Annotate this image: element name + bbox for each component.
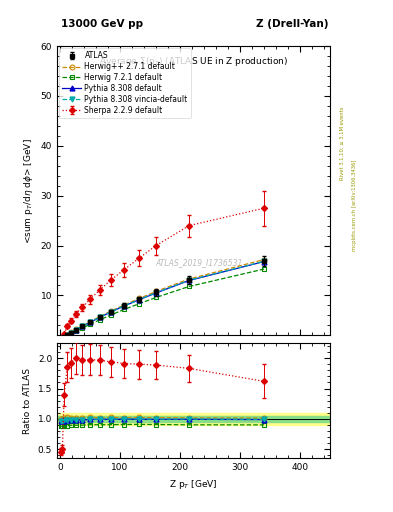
Herwig++ 2.7.1 default bbox=[154, 288, 158, 294]
Herwig 7.2.1 default bbox=[73, 328, 78, 334]
Herwig 7.2.1 default bbox=[137, 301, 141, 307]
Herwig 7.2.1 default bbox=[154, 294, 158, 301]
Y-axis label: <sum p$_T$/d$\eta$ d$\phi$> [GeV]: <sum p$_T$/d$\eta$ d$\phi$> [GeV] bbox=[22, 138, 35, 244]
Herwig++ 2.7.1 default bbox=[73, 326, 78, 332]
Pythia 8.308 default bbox=[137, 296, 141, 303]
Herwig++ 2.7.1 default bbox=[262, 257, 266, 263]
Pythia 8.308 vincia-default bbox=[60, 336, 65, 342]
Pythia 8.308 default bbox=[97, 314, 102, 321]
Legend: ATLAS, Herwig++ 2.7.1 default, Herwig 7.2.1 default, Pythia 8.308 default, Pythi: ATLAS, Herwig++ 2.7.1 default, Herwig 7.… bbox=[59, 48, 191, 118]
Pythia 8.308 vincia-default bbox=[59, 337, 64, 344]
Line: Pythia 8.308 default: Pythia 8.308 default bbox=[59, 259, 266, 343]
Pythia 8.308 vincia-default bbox=[154, 290, 158, 296]
Herwig 7.2.1 default bbox=[65, 333, 70, 339]
Pythia 8.308 default bbox=[62, 334, 66, 340]
Herwig++ 2.7.1 default bbox=[59, 337, 64, 343]
X-axis label: Z p$_T$ [GeV]: Z p$_T$ [GeV] bbox=[169, 478, 218, 490]
Herwig++ 2.7.1 default bbox=[80, 323, 84, 329]
Pythia 8.308 default bbox=[108, 309, 113, 315]
Text: ATLAS_2019_I1736531: ATLAS_2019_I1736531 bbox=[155, 259, 243, 268]
Herwig++ 2.7.1 default bbox=[97, 313, 102, 319]
Pythia 8.308 default bbox=[88, 319, 92, 326]
Herwig 7.2.1 default bbox=[59, 338, 64, 344]
Line: Herwig++ 2.7.1 default: Herwig++ 2.7.1 default bbox=[59, 257, 266, 343]
Pythia 8.308 default bbox=[60, 336, 65, 342]
Herwig 7.2.1 default bbox=[60, 336, 65, 343]
Pythia 8.308 default bbox=[68, 330, 73, 336]
Text: 13000 GeV pp: 13000 GeV pp bbox=[61, 19, 143, 29]
Herwig++ 2.7.1 default bbox=[108, 308, 113, 314]
Herwig++ 2.7.1 default bbox=[187, 276, 191, 282]
Pythia 8.308 default bbox=[154, 290, 158, 296]
Herwig++ 2.7.1 default bbox=[68, 329, 73, 335]
Herwig 7.2.1 default bbox=[80, 325, 84, 331]
Text: Average $\Sigma$(p$_{T}$) (ATLAS UE in Z production): Average $\Sigma$(p$_{T}$) (ATLAS UE in Z… bbox=[99, 55, 288, 68]
Herwig++ 2.7.1 default bbox=[62, 334, 66, 340]
Pythia 8.308 default bbox=[59, 337, 64, 344]
Pythia 8.308 vincia-default bbox=[122, 303, 127, 309]
Herwig++ 2.7.1 default bbox=[137, 295, 141, 302]
Pythia 8.308 vincia-default bbox=[137, 296, 141, 303]
Pythia 8.308 vincia-default bbox=[62, 334, 66, 340]
Herwig++ 2.7.1 default bbox=[65, 332, 70, 338]
Herwig 7.2.1 default bbox=[108, 312, 113, 318]
Pythia 8.308 default bbox=[80, 324, 84, 330]
Pythia 8.308 vincia-default bbox=[68, 330, 73, 336]
Pythia 8.308 vincia-default bbox=[97, 314, 102, 321]
Pythia 8.308 default bbox=[73, 327, 78, 333]
Pythia 8.308 vincia-default bbox=[187, 277, 191, 283]
Text: mcplots.cern.ch [arXiv:1306.3436]: mcplots.cern.ch [arXiv:1306.3436] bbox=[352, 159, 357, 250]
Pythia 8.308 vincia-default bbox=[88, 319, 92, 325]
Bar bbox=[57, 413, 330, 425]
Herwig 7.2.1 default bbox=[262, 266, 266, 272]
Herwig 7.2.1 default bbox=[88, 322, 92, 328]
Herwig 7.2.1 default bbox=[62, 335, 66, 341]
Herwig 7.2.1 default bbox=[97, 317, 102, 323]
Herwig++ 2.7.1 default bbox=[122, 302, 127, 308]
Pythia 8.308 vincia-default bbox=[108, 309, 113, 315]
Line: Pythia 8.308 vincia-default: Pythia 8.308 vincia-default bbox=[59, 259, 266, 343]
Text: Z (Drell-Yan): Z (Drell-Yan) bbox=[256, 19, 328, 29]
Herwig 7.2.1 default bbox=[68, 331, 73, 337]
Herwig++ 2.7.1 default bbox=[60, 335, 65, 342]
Line: Herwig 7.2.1 default: Herwig 7.2.1 default bbox=[59, 267, 266, 343]
Pythia 8.308 default bbox=[187, 278, 191, 284]
Herwig 7.2.1 default bbox=[187, 284, 191, 290]
Pythia 8.308 default bbox=[262, 259, 266, 265]
Pythia 8.308 vincia-default bbox=[262, 258, 266, 264]
Pythia 8.308 default bbox=[65, 332, 70, 338]
Text: Rivet 3.1.10; ≥ 3.1M events: Rivet 3.1.10; ≥ 3.1M events bbox=[340, 106, 345, 180]
Herwig++ 2.7.1 default bbox=[88, 318, 92, 325]
Pythia 8.308 vincia-default bbox=[73, 327, 78, 333]
Pythia 8.308 default bbox=[122, 303, 127, 309]
Y-axis label: Ratio to ATLAS: Ratio to ATLAS bbox=[23, 368, 32, 434]
Pythia 8.308 vincia-default bbox=[80, 323, 84, 329]
Pythia 8.308 vincia-default bbox=[65, 332, 70, 338]
Bar bbox=[57, 416, 330, 422]
Herwig 7.2.1 default bbox=[122, 306, 127, 312]
